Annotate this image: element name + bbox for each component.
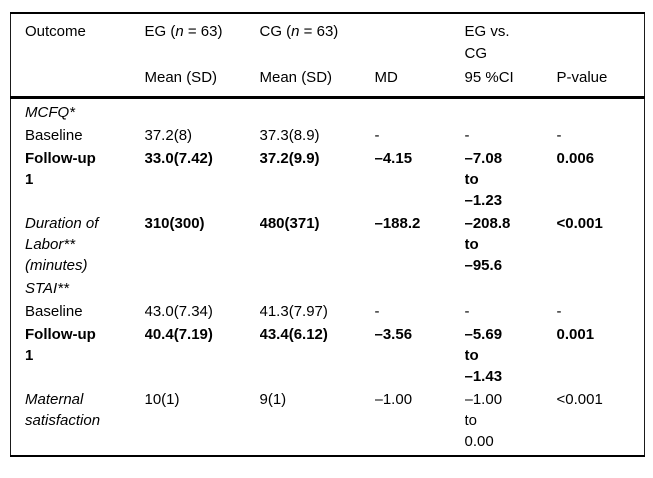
- cell-md: –4.15: [374, 150, 413, 167]
- header-cg-group: CG (n = 63): [260, 13, 375, 66]
- header-eg-pre: EG (: [144, 23, 176, 40]
- document-page: Outcome EG (n = 63) CG (n = 63) EG vs. C…: [0, 12, 653, 478]
- cell-eg-mean: [145, 98, 260, 125]
- cell-md: –3.56: [374, 326, 413, 343]
- cell-eg-mean: 310(300): [144, 215, 205, 232]
- cell-p-value: 0.001: [556, 326, 595, 343]
- cell-cg-mean: [260, 98, 375, 125]
- header-eg-vs-cg: EG vs. CG: [464, 23, 510, 62]
- cell-eg-mean: 33.0(7.42): [144, 150, 213, 167]
- table-row-stai-section: STAI**: [11, 277, 645, 300]
- cell-outcome: Follow-up 1: [25, 150, 96, 188]
- cell-eg-mean: [145, 277, 260, 300]
- cell-cg-mean: 9(1): [259, 391, 287, 408]
- header-cg-n: n: [291, 23, 300, 40]
- cell-cg-mean: 480(371): [259, 215, 320, 232]
- cell-p-value: <0.001: [556, 391, 603, 408]
- subheader-eg-mean-sd: Mean (SD): [144, 66, 260, 99]
- cell-95ci: -: [464, 303, 470, 320]
- cell-cg-mean: 37.3(8.9): [259, 127, 320, 144]
- cell-eg-mean: 40.4(7.19): [144, 326, 213, 343]
- cell-eg-mean: 43.0(7.34): [144, 303, 213, 320]
- cell-md: –1.00: [374, 391, 413, 408]
- cell-p-value: -: [556, 303, 562, 320]
- cell-95ci: [465, 277, 557, 300]
- header-row-groups: Outcome EG (n = 63) CG (n = 63) EG vs. C…: [11, 13, 645, 66]
- subheader-cg-mean-sd: Mean (SD): [259, 66, 375, 99]
- cell-p-value: 0.006: [556, 150, 595, 167]
- table-body: MCFQ* Baseline 37.2(8) 37.3(8.9) - - - F…: [11, 98, 645, 457]
- cell-md: [375, 277, 465, 300]
- cell-95ci: -: [464, 127, 470, 144]
- table-row-stai-baseline: Baseline 43.0(7.34) 41.3(7.97) - - -: [11, 300, 645, 323]
- header-eg-n: n: [175, 23, 184, 40]
- subheader-outcome-empty: [10, 66, 145, 99]
- cell-outcome: Maternal satisfaction: [25, 391, 101, 429]
- header-row-measures: Mean (SD) Mean (SD) MD 95 %CI P-value: [10, 66, 645, 99]
- table-row-mcfq-baseline: Baseline 37.2(8) 37.3(8.9) - - -: [11, 124, 645, 147]
- cell-p-value: -: [556, 127, 562, 144]
- cell-eg-mean: 37.2(8): [144, 127, 193, 144]
- header-eg-group: EG (n = 63): [145, 13, 260, 66]
- cell-p-value: <0.001: [556, 215, 603, 232]
- cell-md: -: [374, 303, 380, 320]
- cell-outcome: Baseline: [25, 127, 83, 144]
- table-row-duration-of-labor: Duration of Labor** (minutes) 310(300) 4…: [11, 212, 645, 277]
- table-row-mcfq-section: MCFQ*: [11, 98, 645, 125]
- cell-outcome: STAI**: [25, 280, 69, 297]
- cell-eg-mean: 10(1): [144, 391, 180, 408]
- cell-95ci: [465, 98, 557, 125]
- cell-95ci: –208.8 to –95.6: [464, 215, 511, 274]
- cell-outcome: MCFQ*: [25, 104, 75, 121]
- cell-md: –188.2: [374, 215, 421, 232]
- subheader-95ci: 95 %CI: [464, 66, 557, 99]
- table-header: Outcome EG (n = 63) CG (n = 63) EG vs. C…: [10, 13, 645, 99]
- header-eg-post: = 63): [183, 23, 223, 40]
- cell-outcome: Duration of Labor** (minutes): [25, 215, 99, 274]
- cell-95ci: –7.08 to –1.23: [464, 150, 503, 209]
- cell-cg-mean: 37.2(9.9): [259, 150, 320, 167]
- header-cg-pre: CG (: [259, 23, 292, 40]
- cell-95ci: –5.69 to –1.43: [464, 326, 503, 385]
- header-empty-md: [375, 13, 465, 66]
- cell-cg-mean: 43.4(6.12): [259, 326, 328, 343]
- header-outcome: Outcome: [25, 23, 86, 40]
- header-cg-post: = 63): [299, 23, 339, 40]
- table-row-mcfq-followup1: Follow-up 1 33.0(7.42) 37.2(9.9) –4.15 –…: [11, 147, 645, 212]
- subheader-md: MD: [374, 66, 465, 99]
- cell-outcome: Baseline: [25, 303, 83, 320]
- cell-outcome: Follow-up 1: [25, 326, 96, 364]
- table-row-stai-followup1: Follow-up 1 40.4(7.19) 43.4(6.12) –3.56 …: [11, 323, 645, 388]
- header-empty-p: [557, 13, 645, 66]
- cell-cg-mean: 41.3(7.97): [259, 303, 328, 320]
- cell-95ci: –1.00 to 0.00: [464, 391, 503, 450]
- results-table: Outcome EG (n = 63) CG (n = 63) EG vs. C…: [10, 12, 645, 457]
- table-row-maternal-satisfaction: Maternal satisfaction 10(1) 9(1) –1.00 –…: [11, 388, 645, 456]
- cell-md: -: [374, 127, 380, 144]
- cell-md: [375, 98, 465, 125]
- cell-cg-mean: [260, 277, 375, 300]
- subheader-p-value: P-value: [556, 66, 645, 99]
- cell-p-value: [557, 277, 645, 300]
- cell-p-value: [557, 98, 645, 125]
